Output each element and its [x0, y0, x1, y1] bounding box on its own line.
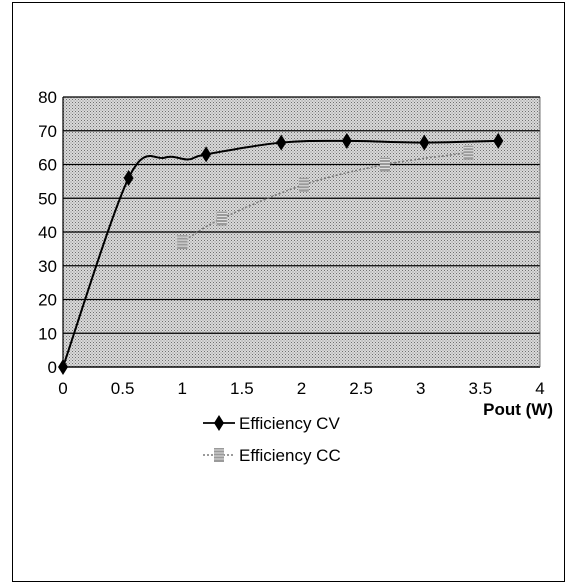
- legend-cv-marker: [214, 415, 224, 431]
- y-tick-label: 10: [38, 324, 57, 343]
- efficiency-chart: 0 10 20 30 40 50 60 70 80 0 0.5 1 1.5 2 2.5 3 3.5 4 Pout …: [38, 88, 553, 465]
- y-tick-label: 30: [38, 257, 57, 276]
- x-tick-label: 2.5: [349, 379, 373, 398]
- efficiency-cv-point: [123, 170, 134, 186]
- y-tick-label: 60: [38, 156, 57, 175]
- efficiency-cv-point: [201, 146, 212, 163]
- x-tick-label: 3.5: [469, 379, 493, 398]
- efficiency-cc-point: [298, 177, 309, 192]
- x-tick-label: 0: [58, 379, 67, 398]
- x-tick-label: 2: [297, 379, 306, 398]
- efficiency-cv-point: [493, 132, 504, 149]
- efficiency-cv-point: [419, 134, 430, 151]
- y-tick-label: 80: [38, 88, 57, 107]
- efficiency-cc-line: [181, 151, 469, 243]
- efficiency-cv-point: [341, 132, 352, 149]
- x-tick-label: 1.5: [230, 379, 254, 398]
- efficiency-cv-point: [58, 359, 68, 375]
- efficiency-cv-point: [276, 134, 287, 151]
- efficiency-cc-point: [463, 145, 474, 160]
- efficiency-cc-point: [177, 235, 188, 250]
- efficiency-cc-point: [379, 157, 390, 172]
- legend-label-cv: Efficiency CV: [239, 414, 340, 433]
- y-tick-label: 70: [38, 122, 57, 141]
- gridlines: [63, 96, 540, 368]
- legend-cc-marker: [214, 448, 224, 462]
- y-tick-label: 50: [38, 189, 57, 208]
- y-tick-label: 40: [38, 223, 57, 242]
- x-tick-label: 0.5: [111, 379, 135, 398]
- legend: Efficiency CV Efficiency CC: [203, 414, 341, 465]
- x-tick-label: 1: [178, 379, 187, 398]
- x-axis-title: Pout (W): [483, 400, 553, 419]
- efficiency-cc-point: [216, 211, 227, 226]
- series-group: [58, 132, 504, 375]
- y-tick-label: 0: [48, 358, 57, 377]
- y-tick-label: 20: [38, 291, 57, 310]
- x-tick-label: 4: [535, 379, 544, 398]
- efficiency-cv-line: [62, 139, 499, 368]
- tick-labels: 0 10 20 30 40 50 60 70 80 0 0.5 1 1.5 2 2.5 3 3.5 4: [38, 88, 545, 398]
- x-tick-label: 3: [416, 379, 425, 398]
- axes: [62, 97, 541, 368]
- legend-label-cc: Efficiency CC: [239, 446, 341, 465]
